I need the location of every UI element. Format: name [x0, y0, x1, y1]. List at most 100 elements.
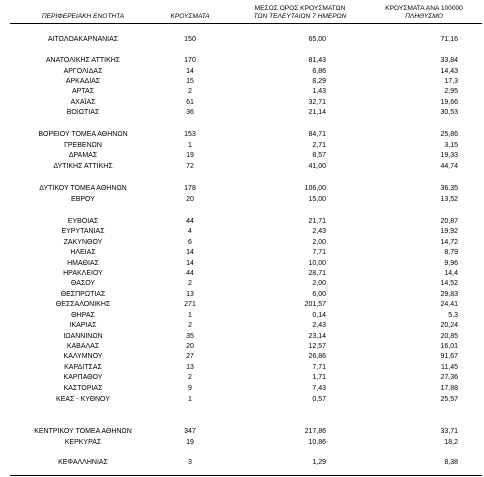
avg-cell: 2,00 — [312, 239, 326, 246]
avg-cell: 1,43 — [312, 88, 326, 95]
header-region-label: ΠΕΡΙΦΕΡΕΙΑΚΗ ΕΝΟΤΗΤΑ — [41, 13, 125, 20]
cases-cell: 15 — [186, 78, 194, 85]
per100k-cell: 91,67 — [440, 353, 458, 360]
table-row: ΓΡΕΒΕΝΩΝ 1 2,71 3,15 — [0, 141, 484, 150]
avg-cell: 15,00 — [308, 196, 326, 203]
cases-cell: 153 — [184, 131, 196, 138]
cases-cell: 14 — [186, 68, 194, 75]
avg-cell: 7,71 — [312, 364, 326, 371]
table-row: ΔΥΤΙΚΟΥ ΤΟΜΕΑ ΑΘΗΝΩΝ 178 106,00 36,35 — [0, 184, 484, 193]
region-cell: ΑΧΑΪΑΣ — [70, 99, 96, 106]
cases-cell: 13 — [186, 364, 194, 371]
avg-cell: 2,43 — [312, 228, 326, 235]
cases-cell: 19 — [186, 152, 194, 159]
region-cell: ΕΒΡΟΥ — [71, 196, 95, 203]
region-cell: ΗΛΕΙΑΣ — [70, 249, 96, 256]
per100k-cell: 5,3 — [448, 312, 458, 319]
region-cell: ΒΟΡΕΙΟΥ ΤΟΜΕΑ ΑΘΗΝΩΝ — [38, 131, 128, 138]
region-cell: ΑΡΓΟΛΙΔΑΣ — [63, 68, 103, 75]
per100k-cell: 14,4 — [444, 270, 458, 277]
avg-cell: 106,00 — [304, 185, 326, 192]
table-row: ΘΕΣΣΑΛΟΝΙΚΗΣ 271 201,57 24,41 — [0, 300, 484, 309]
table-row: ΚΕΑΣ - ΚΥΘΝΟΥ 1 0,57 25,57 — [0, 395, 484, 404]
cases-cell: 20 — [186, 343, 194, 350]
table-row: ΑΙΤΩΛΟΑΚΑΡΝΑΝΙΑΣ 150 65,00 71,16 — [0, 35, 484, 44]
table-row: ΑΧΑΪΑΣ 61 32,71 19,66 — [0, 98, 484, 107]
avg-cell: 23,14 — [308, 333, 326, 340]
cases-cell: 1 — [188, 396, 192, 403]
table-row: ΚΑΣΤΟΡΙΑΣ 9 7,43 17,88 — [0, 384, 484, 393]
per100k-cell: 16,01 — [440, 343, 458, 350]
table-row: ΗΡΑΚΛΕΙΟΥ 44 28,71 14,4 — [0, 269, 484, 278]
table-row: ΕΥΒΟΙΑΣ 44 21,71 20,87 — [0, 217, 484, 226]
avg-cell: 26,86 — [308, 353, 326, 360]
region-cell: ΑΝΑΤΟΛΙΚΗΣ ΑΤΤΙΚΗΣ — [45, 57, 121, 64]
avg-cell: 41,00 — [308, 163, 326, 170]
table-row: ΚΑΒΑΛΑΣ 20 12,57 16,01 — [0, 342, 484, 351]
cases-cell: 170 — [184, 57, 196, 64]
table-row: ΚΑΡΔΙΤΣΑΣ 13 7,71 11,45 — [0, 363, 484, 372]
avg-cell: 10,86 — [308, 439, 326, 446]
region-cell: ΚΑΒΑΛΑΣ — [66, 343, 100, 350]
cases-cell: 178 — [184, 185, 196, 192]
per100k-cell: 17,88 — [440, 385, 458, 392]
region-cell: ΚΑΡΠΑΘΟΥ — [63, 374, 103, 381]
per100k-cell: 20,87 — [440, 218, 458, 225]
header-avg-line1: ΜΕΣΟΣ ΟΡΟΣ ΚΡΟΥΣΜΑΤΩΝ — [254, 5, 346, 12]
region-cell: ΕΥΡΥΤΑΝΙΑΣ — [61, 228, 105, 235]
avg-cell: 7,43 — [312, 385, 326, 392]
per100k-cell: 19,92 — [440, 228, 458, 235]
region-cell: ΔΥΤΙΚΗΣ ΑΤΤΙΚΗΣ — [53, 163, 113, 170]
cases-cell: 61 — [186, 99, 194, 106]
avg-cell: 21,14 — [308, 109, 326, 116]
header-avg: ΜΕΣΟΣ ΟΡΟΣ ΚΡΟΥΣΜΑΤΩΝ ΤΩΝ ΤΕΛΕΥΤΑΙΩΝ 7 Η… — [240, 5, 360, 20]
avg-cell: 2,71 — [312, 142, 326, 149]
cases-cell: 347 — [184, 428, 196, 435]
table-row: ΑΡΚΑΔΙΑΣ 15 8,29 17,3 — [0, 77, 484, 86]
per100k-cell: 8,38 — [444, 459, 458, 466]
region-cell: ΑΙΤΩΛΟΑΚΑΡΝΑΝΙΑΣ — [47, 36, 119, 43]
table-row: ΔΡΑΜΑΣ 19 8,57 19,33 — [0, 151, 484, 160]
cases-cell: 14 — [186, 260, 194, 267]
header-region: ΠΕΡΙΦΕΡΕΙΑΚΗ ΕΝΟΤΗΤΑ — [10, 13, 156, 21]
cases-cell: 2 — [188, 280, 192, 287]
per100k-cell: 27,36 — [440, 374, 458, 381]
region-cell: ΔΥΤΙΚΟΥ ΤΟΜΕΑ ΑΘΗΝΩΝ — [39, 185, 127, 192]
cases-cell: 20 — [186, 196, 194, 203]
header-cases: ΚΡΟΥΣΜΑΤΑ — [160, 13, 220, 21]
region-cell: ΚΕΡΚΥΡΑΣ — [64, 439, 102, 446]
avg-cell: 81,43 — [308, 57, 326, 64]
table-row: ΕΒΡΟΥ 20 15,00 13,52 — [0, 195, 484, 204]
per100k-cell: 25,57 — [440, 396, 458, 403]
cases-cell: 3 — [188, 459, 192, 466]
header-per100k-line1: ΚΡΟΥΣΜΑΤΑ ΑΝΑ 100000 — [385, 5, 463, 12]
per100k-cell: 33,71 — [440, 428, 458, 435]
per100k-cell: 14,52 — [440, 280, 458, 287]
per100k-cell: 2,95 — [444, 88, 458, 95]
avg-cell: 6,00 — [312, 291, 326, 298]
region-cell: ΚΕΑΣ - ΚΥΘΝΟΥ — [56, 396, 110, 403]
per100k-cell: 36,35 — [440, 185, 458, 192]
table-row: ΖΑΚΥΝΘΟΥ 6 2,00 14,72 — [0, 238, 484, 247]
per100k-cell: 25,86 — [440, 131, 458, 138]
per100k-cell: 29,83 — [440, 291, 458, 298]
cases-cell: 2 — [188, 374, 192, 381]
per100k-cell: 20,24 — [440, 322, 458, 329]
cases-cell: 19 — [186, 439, 194, 446]
per100k-cell: 44,74 — [440, 163, 458, 170]
cases-cell: 44 — [186, 218, 194, 225]
per100k-cell: 19,66 — [440, 99, 458, 106]
cases-cell: 150 — [184, 36, 196, 43]
per100k-cell: 14,43 — [440, 68, 458, 75]
per100k-cell: 30,53 — [440, 109, 458, 116]
region-cell: ΗΜΑΘΙΑΣ — [67, 260, 99, 267]
avg-cell: 21,71 — [308, 218, 326, 225]
header-per100k-line2: ΠΛΗΘΥΣΜΟ — [405, 12, 443, 20]
table-row: ΑΡΓΟΛΙΔΑΣ 14 6,86 14,43 — [0, 67, 484, 76]
cases-cell: 9 — [188, 385, 192, 392]
cases-cell: 44 — [186, 270, 194, 277]
cases-cell: 13 — [186, 291, 194, 298]
table-row: ΘΑΣΟΥ 2 2,00 14,52 — [0, 279, 484, 288]
table-row: ΚΑΡΠΑΘΟΥ 2 1,71 27,36 — [0, 373, 484, 382]
cases-cell: 6 — [188, 239, 192, 246]
